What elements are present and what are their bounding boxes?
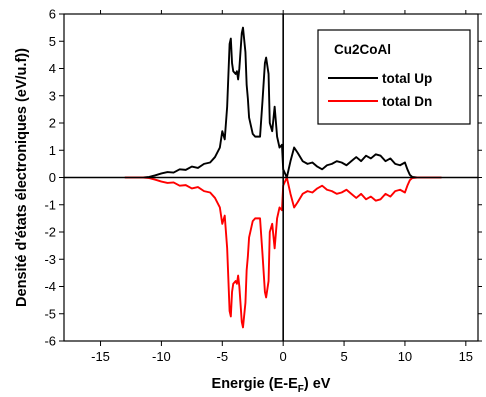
y-tick-label: 1 xyxy=(49,143,56,158)
y-tick-label: 5 xyxy=(49,34,56,49)
series-line-total-dn xyxy=(124,176,442,329)
x-tick-label: 5 xyxy=(340,349,347,364)
legend-label-total-dn: total Dn xyxy=(382,94,432,109)
x-tick-label: -10 xyxy=(152,349,171,364)
x-tick-label: 0 xyxy=(280,349,287,364)
y-tick-label: -5 xyxy=(44,306,56,321)
series-layer xyxy=(124,26,442,329)
y-tick-label: 4 xyxy=(49,61,56,76)
y-tick-label: -2 xyxy=(44,225,56,240)
y-tick-label: -3 xyxy=(44,252,56,267)
series-line-total-up xyxy=(124,26,442,179)
x-tick-label: -5 xyxy=(217,349,229,364)
y-tick-label: 6 xyxy=(49,7,56,22)
x-tick-label: -15 xyxy=(91,349,110,364)
x-tick-label: 15 xyxy=(459,349,473,364)
x-axis-title-tail: ) eV xyxy=(304,376,331,392)
x-axis-title-subscript: F xyxy=(298,384,304,395)
y-tick-label: -1 xyxy=(44,197,56,212)
y-axis-title: Densité d'états électroniques (eV/u.f)) xyxy=(14,48,30,307)
x-axis-title: Energie (E-EF) eV xyxy=(212,376,331,395)
legend-title: Cu2CoAl xyxy=(334,42,391,57)
y-tick-label: 0 xyxy=(49,170,56,185)
x-axis-title-main: Energie (E-E xyxy=(212,376,299,392)
axes-layer xyxy=(64,14,478,341)
legend-label-total-up: total Up xyxy=(382,71,432,86)
y-tick-label: 3 xyxy=(49,88,56,103)
y-tick-label: -4 xyxy=(44,279,56,294)
legend: Cu2CoAl total Up total Dn xyxy=(317,29,471,125)
y-tick-label: -6 xyxy=(44,334,56,349)
x-tick-label: 10 xyxy=(398,349,412,364)
y-tick-label: 2 xyxy=(49,116,56,131)
